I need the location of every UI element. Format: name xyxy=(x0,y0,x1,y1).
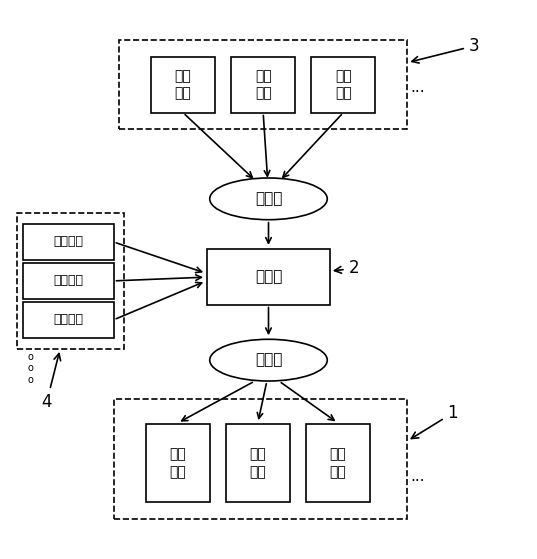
Text: 服务器: 服务器 xyxy=(255,269,282,284)
Text: 2: 2 xyxy=(335,259,359,277)
Text: 互联网: 互联网 xyxy=(255,353,282,368)
FancyBboxPatch shape xyxy=(231,57,295,112)
Text: 回收
设备: 回收 设备 xyxy=(169,447,186,479)
FancyBboxPatch shape xyxy=(23,302,114,338)
Text: ...: ... xyxy=(411,470,425,485)
Ellipse shape xyxy=(210,339,327,381)
Text: 回收
设备: 回收 设备 xyxy=(250,447,266,479)
Text: 4: 4 xyxy=(41,353,61,411)
Text: 移动终端: 移动终端 xyxy=(53,274,83,287)
FancyBboxPatch shape xyxy=(23,224,114,260)
Text: 移动终端: 移动终端 xyxy=(53,314,83,326)
Text: 回收
设备: 回收 设备 xyxy=(330,447,346,479)
FancyBboxPatch shape xyxy=(207,249,330,305)
FancyBboxPatch shape xyxy=(306,424,370,502)
Text: 互联网: 互联网 xyxy=(255,191,282,206)
Text: 3: 3 xyxy=(412,37,480,63)
Text: ...: ... xyxy=(411,80,425,95)
FancyBboxPatch shape xyxy=(23,263,114,299)
Text: o
o
o: o o o xyxy=(28,352,34,385)
FancyBboxPatch shape xyxy=(226,424,290,502)
Text: 消费
设备: 消费 设备 xyxy=(335,69,352,101)
FancyBboxPatch shape xyxy=(151,57,215,112)
FancyBboxPatch shape xyxy=(146,424,210,502)
Text: 1: 1 xyxy=(411,404,458,438)
Text: 消费
设备: 消费 设备 xyxy=(255,69,272,101)
Ellipse shape xyxy=(210,178,327,220)
Text: 移动终端: 移动终端 xyxy=(53,235,83,248)
FancyBboxPatch shape xyxy=(311,57,375,112)
Text: 消费
设备: 消费 设备 xyxy=(175,69,191,101)
